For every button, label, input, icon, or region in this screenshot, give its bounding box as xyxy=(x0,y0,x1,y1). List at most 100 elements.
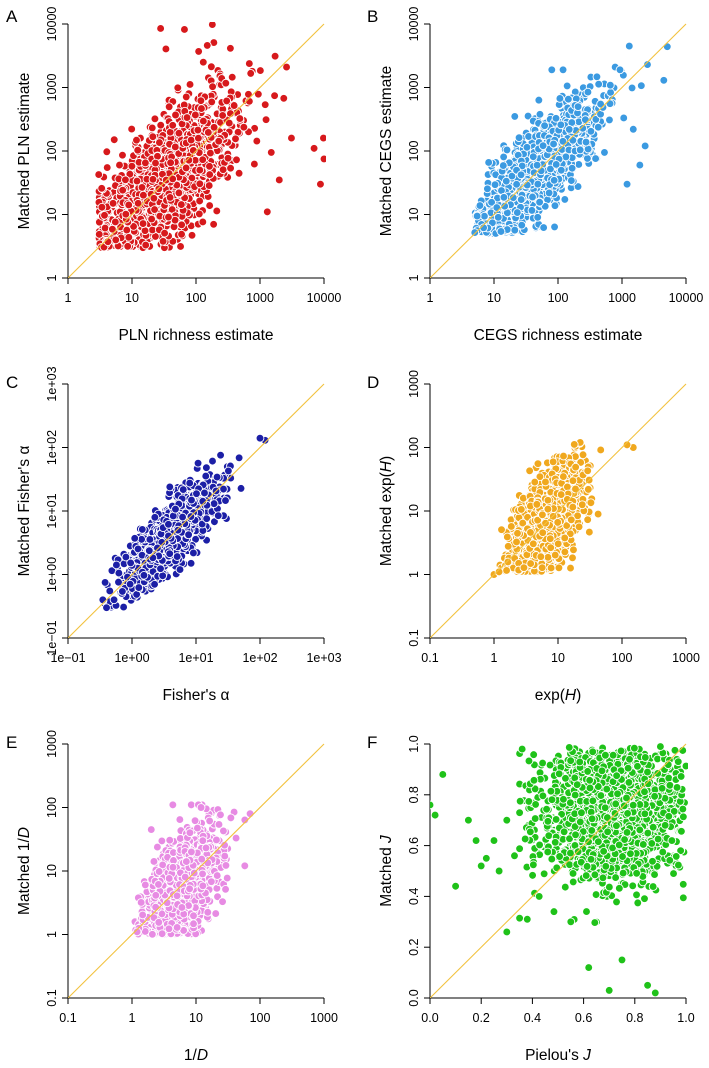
data-point xyxy=(236,484,246,493)
data-point xyxy=(533,212,543,222)
y-axis-title: Matched exp(H) xyxy=(378,456,395,566)
data-point xyxy=(139,190,148,200)
data-point xyxy=(165,549,175,559)
data-point xyxy=(202,514,212,524)
data-point xyxy=(556,120,566,130)
data-point xyxy=(156,120,166,130)
data-point xyxy=(662,42,672,51)
data-point xyxy=(148,553,158,563)
data-point xyxy=(583,515,593,525)
data-point xyxy=(573,102,583,112)
data-point xyxy=(592,72,602,82)
data-point xyxy=(197,104,206,113)
data-point xyxy=(181,92,191,102)
data-point xyxy=(583,87,593,97)
data-point xyxy=(562,81,572,91)
data-point xyxy=(150,512,160,522)
x-tick-label: 10 xyxy=(487,291,501,305)
data-point xyxy=(198,217,208,227)
data-point xyxy=(583,154,592,163)
data-point xyxy=(202,463,211,473)
data-point xyxy=(164,519,173,529)
data-point xyxy=(510,112,520,121)
data-point xyxy=(558,136,568,146)
data-point xyxy=(189,548,198,558)
data-point xyxy=(223,153,233,163)
data-point xyxy=(137,525,147,534)
x-tick-label: 1 xyxy=(427,291,434,305)
data-point xyxy=(102,147,112,157)
data-point xyxy=(127,124,137,134)
data-point xyxy=(244,89,253,99)
data-point xyxy=(239,122,249,132)
panel-letter: C xyxy=(6,373,18,392)
data-point xyxy=(165,482,175,492)
y-tick-label: 1e+01 xyxy=(45,493,59,528)
data-point xyxy=(98,595,108,605)
x-axis-title: CEGS richness estimate xyxy=(474,327,643,344)
data-point xyxy=(164,531,173,541)
data-point xyxy=(156,24,165,33)
data-point xyxy=(235,114,245,123)
data-point xyxy=(501,176,511,186)
data-point xyxy=(274,175,284,185)
data-point xyxy=(168,120,178,130)
data-point xyxy=(100,223,110,233)
x-tick-label: 10000 xyxy=(307,291,342,305)
data-point xyxy=(605,99,615,109)
data-point xyxy=(175,565,185,574)
data-point xyxy=(174,188,184,198)
y-tick-label: 10000 xyxy=(407,7,421,42)
data-point xyxy=(209,499,219,508)
y-axis-title: Matched CEGS estimate xyxy=(378,66,395,237)
x-tick-label: 1e+02 xyxy=(242,651,277,665)
data-point xyxy=(593,122,603,132)
data-point xyxy=(591,154,600,163)
data-point xyxy=(533,179,543,189)
data-point xyxy=(507,171,517,181)
data-point xyxy=(108,199,118,208)
data-point xyxy=(186,558,196,568)
y-tick-label: 1 xyxy=(45,274,59,281)
data-point xyxy=(224,466,233,476)
data-point xyxy=(102,163,112,172)
data-point xyxy=(575,145,585,155)
data-point xyxy=(150,114,160,124)
data-point xyxy=(187,495,196,505)
data-point xyxy=(234,168,244,178)
data-point xyxy=(624,41,634,51)
data-point xyxy=(178,485,188,494)
data-point xyxy=(186,135,196,145)
data-point xyxy=(182,113,192,122)
x-tick-label: 1e+01 xyxy=(178,651,213,665)
data-point xyxy=(133,198,143,208)
data-point xyxy=(522,180,532,190)
data-point xyxy=(659,75,669,85)
data-point xyxy=(605,80,615,90)
data-point xyxy=(178,512,187,522)
x-axis-title: exp(H) xyxy=(535,687,582,704)
data-point xyxy=(622,179,632,189)
data-point xyxy=(149,193,159,203)
data-point xyxy=(114,568,124,578)
y-axis-title: Matched Fisher's α xyxy=(16,446,33,577)
data-point xyxy=(129,222,138,231)
data-point xyxy=(205,170,215,179)
data-point xyxy=(209,122,219,132)
data-point xyxy=(111,235,121,245)
data-point xyxy=(204,181,214,190)
data-point xyxy=(549,139,558,149)
data-point xyxy=(198,155,208,165)
data-point xyxy=(94,170,104,179)
panel-letter: B xyxy=(367,7,378,26)
data-point xyxy=(231,134,240,144)
x-tick-label: 1e+03 xyxy=(306,651,341,665)
data-point xyxy=(551,160,561,169)
data-point xyxy=(544,188,554,198)
data-point xyxy=(173,525,183,535)
data-point xyxy=(528,192,537,202)
data-point xyxy=(97,183,107,193)
data-point xyxy=(216,450,225,460)
data-point xyxy=(140,226,150,236)
